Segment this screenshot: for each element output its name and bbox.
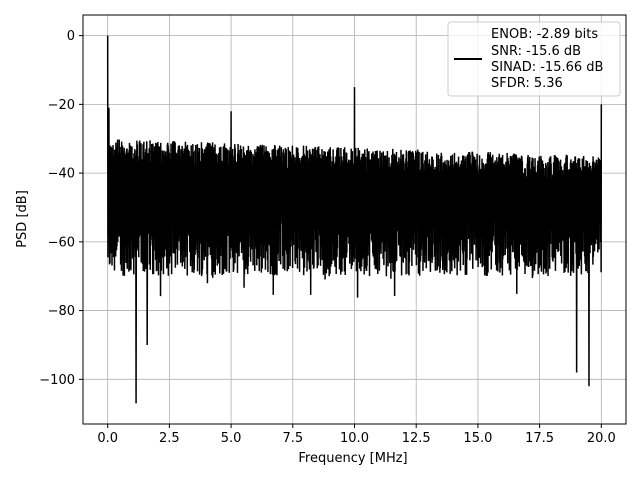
x-tick-label: 20.0 (587, 431, 616, 446)
x-tick-label: 0.0 (97, 431, 118, 446)
x-tick-label: 17.5 (525, 431, 554, 446)
axes: 0.0 2.5 5.0 7.5 10.0 12.5 15.0 17.5 20.0 0 −20 −40 −… (39, 14, 627, 446)
x-axis-label: Frequency [MHz] (298, 451, 407, 466)
legend: ENOB: -2.89 bits SNR: -15.6 dB SINAD: -1… (447, 21, 621, 97)
y-tick-label: −40 (48, 167, 75, 182)
legend-line-snr: SNR: -15.6 dB (491, 44, 581, 59)
plot-area (106, 35, 603, 404)
legend-line-sinad: SINAD: -15.66 dB (491, 60, 603, 75)
x-tick-label: 7.5 (282, 431, 303, 446)
x-tick-label: 2.5 (159, 431, 180, 446)
y-tick-label: 0 (67, 29, 75, 44)
legend-box (447, 21, 621, 97)
psd-series-line (106, 35, 603, 404)
y-tick-label: −20 (48, 98, 75, 113)
legend-line-enob: ENOB: -2.89 bits (491, 27, 598, 42)
x-tick-label: 10.0 (340, 431, 369, 446)
x-tick-label: 5.0 (221, 431, 242, 446)
y-axis-label: PSD [dB] (15, 190, 30, 248)
y-tick-label: −100 (39, 373, 75, 388)
y-tick-label: −80 (48, 304, 75, 319)
y-tick-label: −60 (48, 235, 75, 250)
legend-line-sfdr: SFDR: 5.36 (491, 76, 563, 91)
x-tick-label: 15.0 (463, 431, 492, 446)
x-tick-label: 12.5 (402, 431, 431, 446)
